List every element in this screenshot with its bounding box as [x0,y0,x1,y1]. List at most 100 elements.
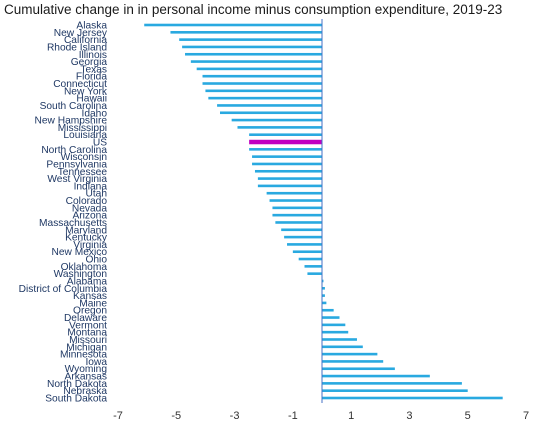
bar-minnesota [322,352,378,356]
bar-new-jersey [170,31,322,34]
bar-kansas [322,294,325,297]
category-label: Tennessee [58,167,108,178]
bar-oregon [322,308,334,312]
bar-montana [322,330,349,334]
category-label: Florida [76,72,107,83]
bar-delaware [322,316,340,319]
category-label: Utah [85,189,107,200]
bar-california [179,38,322,41]
category-label: Delaware [64,313,107,324]
bar-colorado [269,199,322,202]
category-label: Maine [79,298,107,309]
category-label: Rhode Island [47,42,107,53]
bar-wyoming [322,367,395,371]
category-label: Massachusetts [39,218,107,229]
x-tick-label: -1 [288,410,298,422]
category-label: US [93,138,107,149]
category-label: North Dakota [47,379,107,390]
bar-ohio [298,257,322,261]
category-label: Maryland [65,225,107,236]
bar-tennessee [254,169,322,173]
bar-connecticut [202,82,322,85]
bar-maine [322,301,327,305]
bar-new-hampshire [231,118,322,122]
category-label: Vermont [69,320,107,331]
category-label: Wisconsin [61,152,107,163]
bar-alaska [144,23,322,27]
bar-nevada [272,206,322,210]
category-label: Oklahoma [61,262,108,273]
bar-west-virginia [257,177,322,180]
bar-iowa [322,360,384,363]
category-label: Nevada [72,203,107,214]
bar-south-dakota [322,396,503,400]
category-label: Colorado [66,196,108,207]
category-label: Louisiana [63,130,107,141]
category-label: Hawaii [76,94,107,105]
category-label: Wyoming [65,364,108,375]
bar-oklahoma [304,265,322,268]
x-tick-labels-group: -7 -5 -3 -1 1 3 5 7 [113,410,529,422]
category-label: Missouri [69,335,107,346]
category-label: Ohio [85,255,107,266]
bar-virginia [287,243,322,246]
bar-north-dakota [322,382,462,385]
category-label: Indiana [74,181,108,192]
bar-us [249,139,322,145]
x-tick-label: 1 [348,410,354,422]
category-label: Washington [54,269,107,280]
bar-indiana [257,184,322,188]
bar-idaho [220,111,322,115]
bar-kentucky [284,235,322,239]
chart-title: Cumulative change in in personal income … [4,2,503,17]
bar-new-mexico [292,250,322,254]
category-label: Alabama [67,276,108,287]
category-label: Mississippi [58,123,107,134]
category-label: Alaska [76,21,107,32]
bar-new-york [205,89,322,93]
bar-michigan [322,345,363,349]
bar-massachusetts [275,221,322,224]
category-label: New Jersey [54,28,108,39]
bar-nebraska [322,389,468,392]
bar-maryland [281,228,322,232]
bar-vermont [322,323,346,327]
x-tick-label: 3 [406,410,412,422]
category-label: Oregon [73,306,107,317]
category-label: Idaho [82,108,108,119]
category-label: Kentucky [65,233,108,244]
category-label: Iowa [85,357,107,368]
category-label: Texas [80,64,107,75]
category-label: Virginia [73,240,107,251]
bar-south-carolina [217,104,322,107]
bar-georgia [190,60,322,63]
category-label: Michigan [66,342,107,353]
bar-pennsylvania [252,162,322,166]
bar-wisconsin [252,155,322,158]
category-label: Kansas [73,291,107,302]
category-label: California [64,35,107,46]
bars-group [144,23,503,400]
category-label: Georgia [71,57,108,68]
bar-north-carolina [249,148,322,151]
category-label: Illinois [79,50,107,61]
bar-louisiana [249,133,322,137]
bar-utah [266,191,322,195]
bar-texas [196,67,322,71]
bar-missouri [322,338,357,341]
x-tick-label: -3 [230,410,240,422]
category-label: Pennsylvania [46,159,107,170]
bar-illinois [185,52,322,56]
bar-arkansas [322,374,430,378]
bar-florida [202,74,322,78]
category-label: Montana [67,328,107,339]
bar-hawaii [208,96,322,100]
category-label: New Hampshire [35,116,108,127]
bar-alabama [322,279,324,283]
bar-mississippi [237,126,322,129]
category-label: Arizona [72,211,107,222]
category-label: South Carolina [40,101,108,112]
category-label: New York [64,86,108,97]
